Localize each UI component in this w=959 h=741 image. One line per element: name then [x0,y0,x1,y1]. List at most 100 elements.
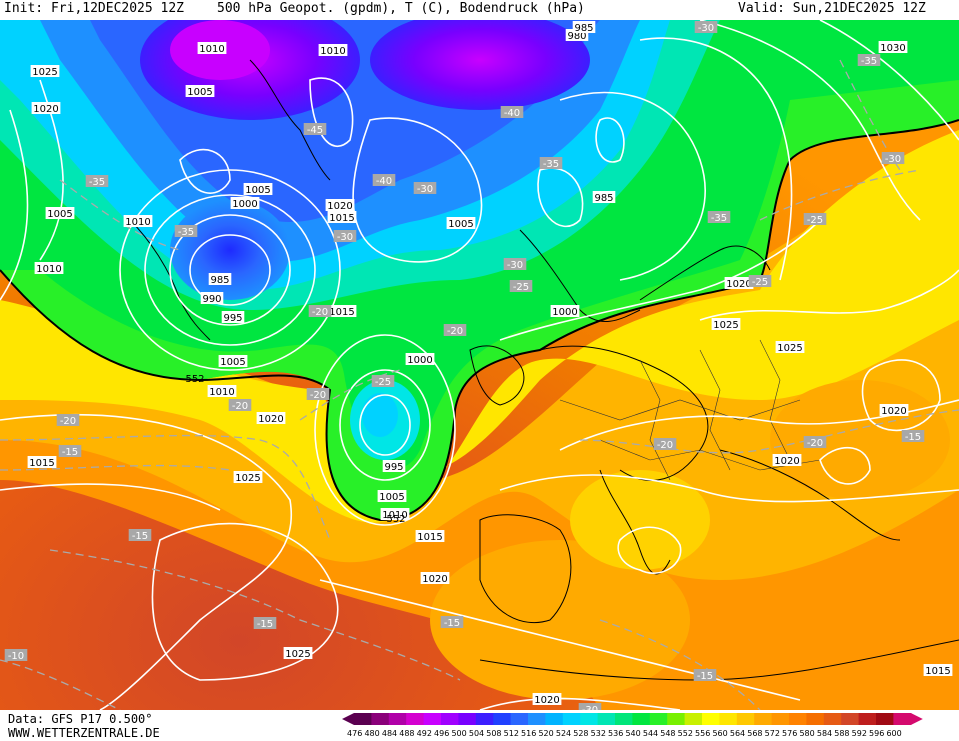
isobar-label: 1025 [777,343,802,354]
isotherm-label-bg [509,280,533,292]
isobar-label: 1015 [329,213,354,224]
isobar-label-bg [123,215,153,227]
isobar-label-bg [724,277,754,289]
isobar-label: 1020 [534,695,559,706]
isotherm-label-bg [443,324,467,336]
isobar-label: 1025 [285,649,310,660]
isotherm-label: -45 [307,125,323,136]
legend-value-label: 484 [382,729,397,738]
weather-map: 1010 1010 1030 1025 1005 1020 1005 1000 1020 1015… [0,20,959,710]
legend-swatch [458,713,477,725]
isobar-label-bg [327,211,357,223]
legend-value-label: 572 [765,729,780,738]
isotherm-label-bg [174,225,198,237]
legend-value-label: 556 [695,729,710,738]
isotherm-label: -20 [657,440,673,451]
legend-value-label: 500 [451,729,466,738]
isobar-label: 980 [567,31,586,42]
isobar-label-bg [772,454,802,466]
isotherm-label: -15 [905,432,921,443]
isobar-label: 1020 [33,104,58,115]
isotherm-label: -15 [257,619,273,630]
isotherm-label-bg [333,230,357,242]
website-credit: WWW.WETTERZENTRALE.DE [8,726,160,740]
color-scale-legend: 476 480 484 488 492 496 500 504 508 512 516 520 524 5… [342,713,923,738]
legend-swatch [684,713,703,725]
legend-swatch [475,713,494,725]
legend-swatch [493,713,512,725]
isobar-label-bg [221,311,245,323]
isotherm-label: -40 [504,108,520,119]
legend-value-label: 548 [660,729,675,738]
legend-swatch [423,713,442,725]
isotherm-label-bg [578,703,602,710]
legend-swatch [649,713,668,725]
legend-value-label: 504 [469,729,484,738]
isobar-label: 1020 [422,574,447,585]
isobar-label: 985 [594,193,613,204]
temperature-label-layer: -30 -35 -40 -45 -40 -35 -35 -30 -35 -35 -30 -30 -30 -… [4,21,925,710]
isobar-label-bg [923,664,953,676]
isobar-label: 995 [223,313,242,324]
purple-core-east [370,20,590,110]
isobar-label-bg [415,530,445,542]
isobar-label-bg [380,508,410,520]
legend-value-label: 564 [730,729,745,738]
legend-swatch [876,713,894,725]
legend-swatch [736,713,755,725]
isobar-label: 1010 [382,510,407,521]
isotherm-label-bg [58,445,82,457]
isobar-label-bg [233,471,263,483]
legend-value-label: 492 [417,729,432,738]
isotherm-label-bg [303,123,327,135]
isobar-label-bg [550,305,580,317]
legend-arrow-left [342,713,354,725]
footer-bar: Data: GFS P17 0.500° WWW.WETTERZENTRALE.… [0,710,959,741]
isobar-label: 1015 [417,532,442,543]
isotherm-label: -20 [310,390,326,401]
legend-swatch [702,713,720,725]
legend-value-label: 532 [591,729,606,738]
legend-swatch [597,713,616,725]
legend-value-label: 592 [852,729,867,738]
isobar-label-bg [197,42,227,54]
isobar-label: 1025 [713,320,738,331]
isobar-label: 1020 [881,406,906,417]
legend-swatch [632,713,651,725]
isobar-label-bg [377,490,407,502]
legend-swatch [441,713,459,725]
isobar-label-bg [327,305,357,317]
legend-value-label: 584 [817,729,832,738]
isotherm-label: -15 [132,531,148,542]
isotherm-label: -25 [513,282,529,293]
isotherm-label-bg [857,54,881,66]
legend-value-label: 496 [434,729,449,738]
isotherm-label: -30 [507,260,523,271]
isobar-label: 1020 [258,414,283,425]
isobar-label: 1010 [209,387,234,398]
isobar-label-bg [45,207,75,219]
isotherm-label-bg [85,175,109,187]
isobar-label-bg [318,44,348,56]
legend-value-label: 540 [625,729,640,738]
data-source-credit: Data: GFS P17 0.500° [8,712,153,726]
isotherm-label-bg [308,305,332,317]
isobar-label-bg [243,183,273,195]
isobar-label-bg [592,191,616,203]
isotherm-label-bg [694,21,718,33]
isotherm-label: -35 [89,177,105,188]
cutoff-low-inner [362,393,398,437]
isobar-label-bg [420,572,450,584]
isotherm-label: -20 [312,307,328,318]
isotherm-label: -25 [807,215,823,226]
isobar-label: 1005 [47,209,72,220]
isotherm-label-bg [253,617,277,629]
isobar-label-bg [34,262,64,274]
legend-value-label: 480 [364,729,379,738]
isotherm-label-bg [440,616,464,628]
isobar-label-bg [879,404,909,416]
legend-swatch [371,713,390,725]
legend-value-label: 588 [834,729,849,738]
legend-value-label: 568 [747,729,762,738]
cold-region-lightgreen [0,80,959,520]
